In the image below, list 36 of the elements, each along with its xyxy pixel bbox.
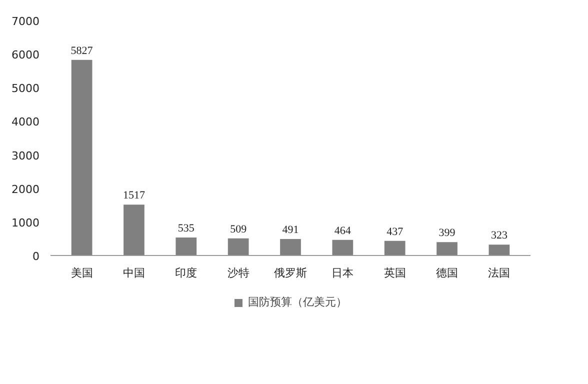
y-tick-label: 0 [32, 250, 40, 263]
x-tick-label: 印度 [175, 266, 198, 280]
data-label: 437 [386, 226, 404, 238]
data-label: 1517 [122, 190, 146, 202]
y-tick-label: 4000 [12, 116, 40, 129]
y-tick-label: 7000 [12, 15, 40, 28]
bar [280, 239, 301, 256]
data-label: 491 [282, 224, 299, 236]
x-tick-label: 法国 [488, 266, 510, 280]
bar [228, 238, 249, 256]
x-tick-label: 俄罗斯 [274, 266, 307, 280]
data-label: 535 [178, 222, 195, 235]
bar [436, 242, 458, 256]
bar [176, 238, 197, 256]
bar [124, 204, 144, 256]
y-tick-label: 1000 [12, 216, 40, 230]
data-label: 5827 [70, 44, 94, 57]
data-label: 464 [334, 224, 352, 237]
bar [71, 60, 92, 256]
data-label: 509 [230, 223, 248, 236]
bar [488, 244, 510, 256]
x-tick-label: 美国 [70, 266, 93, 280]
data-label: 323 [490, 230, 508, 242]
x-tick-label: 中国 [122, 266, 145, 280]
data-label: 399 [438, 227, 456, 240]
y-tick-label: 6000 [12, 48, 40, 62]
x-tick-label: 日本 [332, 266, 354, 280]
x-tick-label: 英国 [384, 266, 406, 280]
y-tick-label: 3000 [12, 149, 40, 162]
legend-label: 国防预算（亿美元） [248, 294, 347, 310]
y-tick-label: 5000 [12, 82, 40, 96]
bar [332, 240, 354, 256]
x-tick-label: 德国 [436, 266, 458, 280]
y-tick-label: 2000 [12, 182, 40, 196]
x-tick-label: 沙特 [227, 266, 250, 280]
bar [384, 240, 406, 256]
